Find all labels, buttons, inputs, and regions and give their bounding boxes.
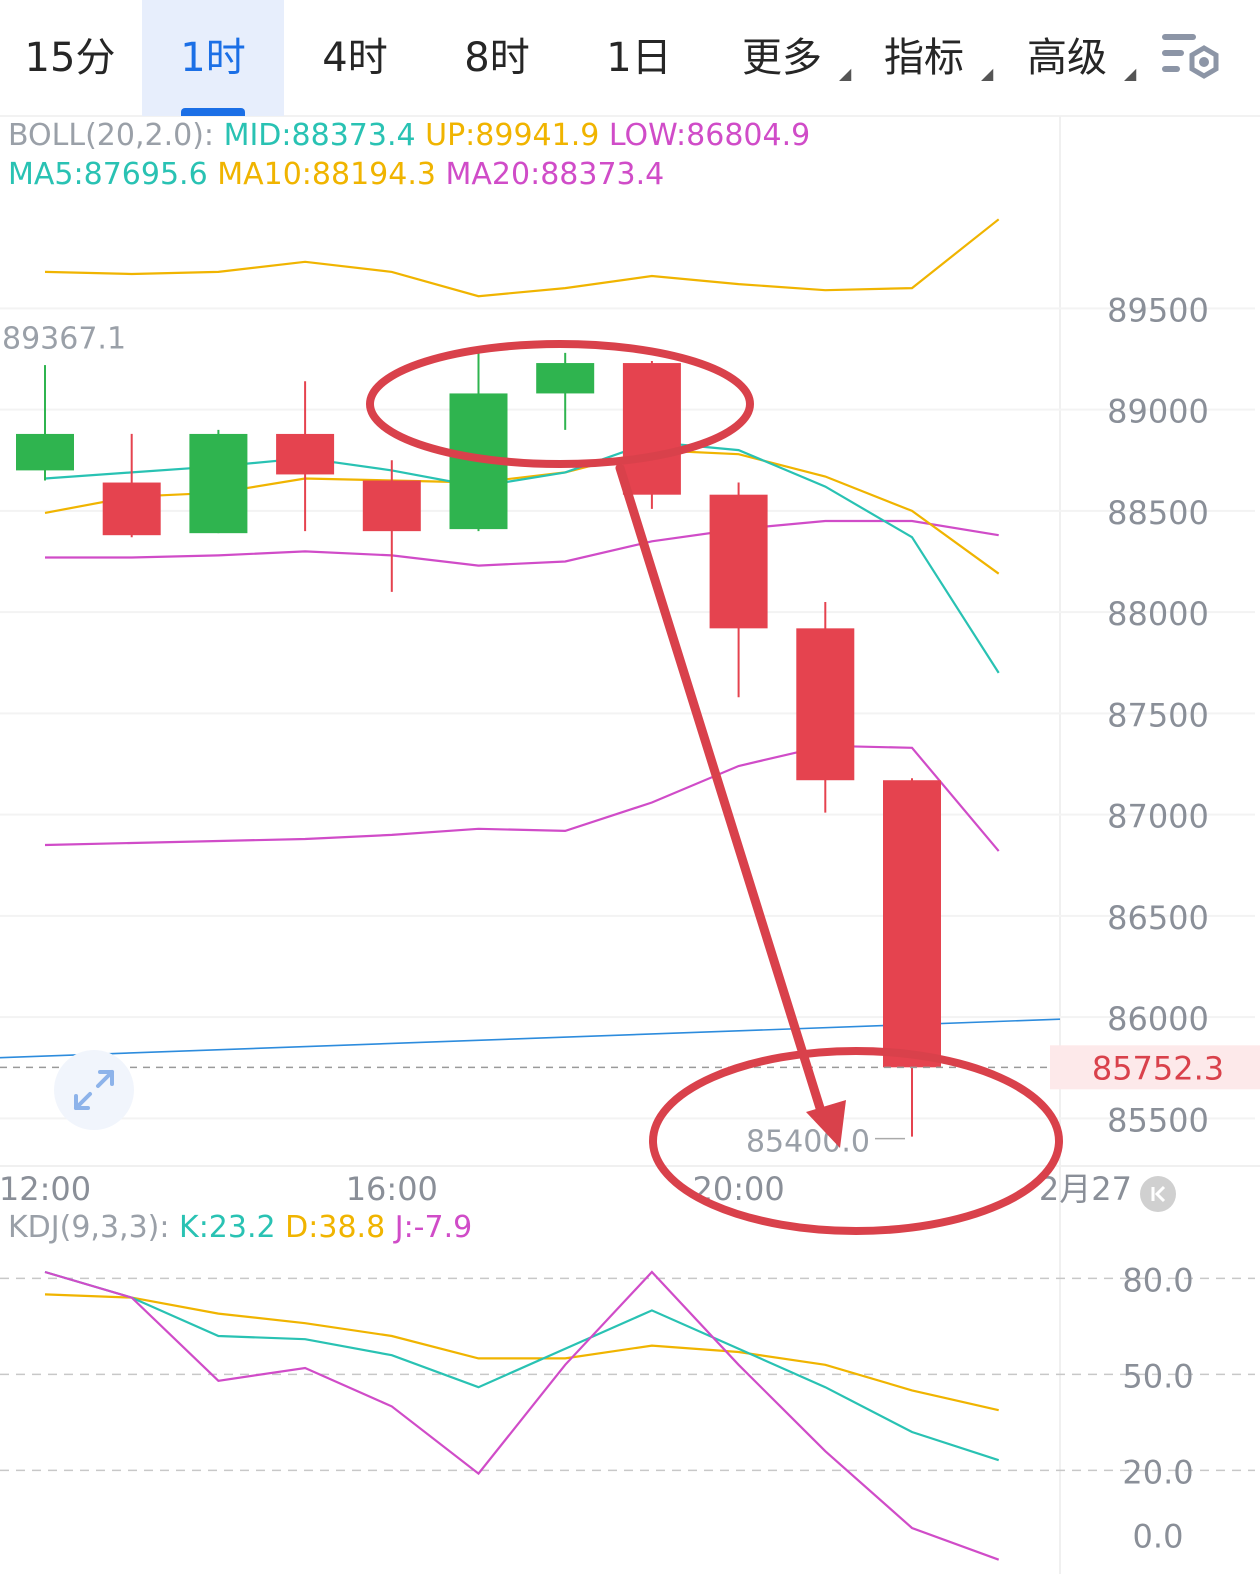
boll-low-value: LOW:86804.9 xyxy=(608,118,811,153)
price-tick-label: 87000 xyxy=(1107,798,1209,836)
kdj-tick-label: 0.0 xyxy=(1133,1517,1184,1555)
tab-label: 高级 xyxy=(1027,35,1107,81)
tab-label: 15分 xyxy=(24,35,116,81)
tab-3[interactable]: 8时 xyxy=(426,0,568,116)
tab-label: 1时 xyxy=(180,35,246,81)
candle-body xyxy=(362,480,421,532)
high-price-marker: 89367.1 xyxy=(2,321,126,356)
ma20-value: MA20:88373.4 xyxy=(445,157,665,192)
tab-0[interactable]: 15分 xyxy=(0,0,141,116)
annotation-arrow-head xyxy=(806,1100,846,1148)
boll-upper-line xyxy=(44,218,1000,298)
price-tick-label: 86500 xyxy=(1107,899,1209,937)
price-tick-label: 85500 xyxy=(1107,1101,1209,1139)
candle-body xyxy=(16,433,74,471)
ma5-value: MA5:87695.6 xyxy=(8,157,208,192)
dropdown-caret-icon: ◢ xyxy=(981,64,994,83)
kdj-k-value: K:23.2 xyxy=(179,1210,276,1245)
tab-label: 8时 xyxy=(464,35,530,81)
ma-legend: MA5:87695.6 MA10:88194.3 MA20:88373.4 xyxy=(8,157,664,192)
scroll-to-latest-button[interactable] xyxy=(1140,1176,1176,1212)
annotation-arrow-shaft xyxy=(615,463,825,1113)
ma10-value: MA10:88194.3 xyxy=(217,157,436,192)
kdj-tick-label: 20.0 xyxy=(1122,1453,1193,1491)
time-tick-label: 12:00 xyxy=(0,1170,91,1208)
tab-label: 指标 xyxy=(884,35,964,81)
low-price-marker: 85400.0 xyxy=(746,1125,870,1160)
price-tick-label: 86000 xyxy=(1107,1000,1209,1038)
price-tick-label: 88000 xyxy=(1107,595,1209,633)
tab-label: 更多 xyxy=(742,35,822,81)
boll-legend-name: BOLL(20,2.0): xyxy=(8,118,215,153)
kdj-k-line xyxy=(44,1270,1000,1462)
kdj-legend-name: KDJ(9,3,3): xyxy=(8,1210,170,1245)
tab-6[interactable]: 指标 ◢ xyxy=(853,0,995,116)
kdj-d-value: D:38.8 xyxy=(285,1210,386,1245)
kdj-tick-label: 80.0 xyxy=(1122,1261,1193,1299)
price-tick-label: 89500 xyxy=(1107,291,1209,329)
candle-body xyxy=(102,482,161,536)
scroll-to-latest-icon xyxy=(1151,1185,1166,1203)
kdj-d-line xyxy=(44,1293,999,1412)
dropdown-caret-icon: ◢ xyxy=(839,64,852,83)
active-tab-indicator xyxy=(181,108,245,116)
tab-4[interactable]: 1日 xyxy=(568,0,710,116)
time-tick-label: 2月27 xyxy=(1039,1170,1132,1208)
kdj-j-line xyxy=(44,1270,1000,1561)
boll-legend: BOLL(20,2.0): MID:88373.4 UP:89941.9 LOW… xyxy=(8,118,810,153)
dropdown-caret-icon: ◢ xyxy=(1124,64,1137,83)
annotation-bottom-ellipse xyxy=(649,1047,1063,1235)
tab-1[interactable]: 1时 xyxy=(142,0,284,116)
boll-up-value: UP:89941.9 xyxy=(425,118,600,153)
price-tick-label: 88500 xyxy=(1107,494,1209,532)
tab-7[interactable]: 高级 ◢ xyxy=(996,0,1138,116)
expand-arrows-icon xyxy=(74,1070,114,1110)
candle-body xyxy=(276,433,335,475)
candle-body xyxy=(536,363,595,394)
candle-body xyxy=(189,433,248,534)
last-price-badge xyxy=(1050,1045,1260,1090)
tab-label: 1日 xyxy=(606,35,672,81)
interval-tab-bar: 15分 1时 4时 8时 1日 更多 ◢ 指标 ◢ 高级 ◢ xyxy=(0,0,1260,116)
last-price-label: 85752.3 xyxy=(1092,1049,1224,1087)
boll-mid-value: MID:88373.4 xyxy=(223,118,416,153)
boll-lower-line xyxy=(44,744,1000,852)
tab-5[interactable]: 更多 ◢ xyxy=(711,0,853,116)
price-tick-label: 89000 xyxy=(1107,393,1209,431)
price-tick-label: 87500 xyxy=(1107,696,1209,734)
kdj-legend: KDJ(9,3,3): K:23.2 D:38.8 J:-7.9 xyxy=(8,1210,472,1245)
tab-label: 4时 xyxy=(322,35,388,81)
kdj-tick-label: 50.0 xyxy=(1122,1357,1193,1395)
expand-chart-button[interactable] xyxy=(54,1050,134,1130)
chart-settings-icon[interactable] xyxy=(1160,30,1226,86)
time-tick-label: 16:00 xyxy=(346,1170,438,1208)
candle-body xyxy=(622,363,681,495)
tab-2[interactable]: 4时 xyxy=(284,0,426,116)
candle-body xyxy=(796,628,855,781)
boll-mid-line xyxy=(45,519,999,567)
candle-body xyxy=(709,494,768,629)
candle-body xyxy=(883,780,941,1068)
kdj-j-value: J:-7.9 xyxy=(394,1210,473,1245)
annotation-top-ellipse xyxy=(366,340,754,468)
